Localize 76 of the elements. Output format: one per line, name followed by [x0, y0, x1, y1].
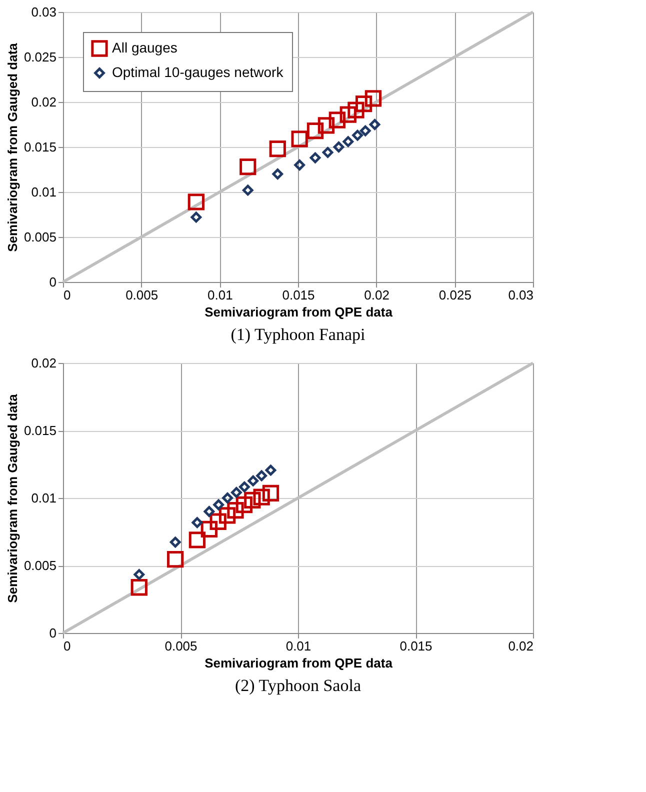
point [256, 470, 268, 482]
y-tick-label: 0.025 [24, 50, 56, 64]
x-tick-label: 0 [64, 288, 71, 302]
point [272, 168, 284, 180]
point [355, 95, 372, 112]
point [262, 484, 280, 502]
y-tick-label: 0 [49, 274, 56, 290]
text: (2) Typhoon Saola [235, 676, 362, 695]
y-tick-label: 0.02 [31, 356, 56, 370]
point [213, 499, 224, 510]
point [333, 142, 344, 152]
point [253, 488, 270, 506]
point [306, 122, 324, 140]
text: (1) Typhoon Fanapi [230, 325, 366, 344]
point [328, 112, 346, 128]
y-tick-label: 0.005 [24, 558, 56, 573]
legend-label: All gauges [112, 40, 178, 56]
point [342, 136, 354, 148]
point [190, 212, 202, 223]
point [204, 506, 215, 517]
point [348, 102, 364, 118]
point [294, 160, 305, 170]
point [340, 106, 356, 123]
x-tick-label: 0.01 [208, 288, 233, 302]
y-tick-label: 0.01 [31, 184, 56, 200]
point [248, 475, 259, 486]
y-tick-label: 0.02 [31, 94, 56, 110]
point [310, 152, 321, 164]
point [134, 569, 145, 580]
point [170, 536, 181, 548]
point [360, 125, 371, 136]
legend-label: Optimal 10-gauges network [112, 64, 284, 80]
point [230, 487, 242, 498]
x-tick-label: 0.015 [400, 638, 432, 654]
point [322, 146, 334, 158]
y-tick-label: 0.01 [31, 490, 56, 506]
point [218, 507, 236, 524]
y-tick-label: 0.03 [31, 4, 56, 20]
point [188, 532, 206, 548]
y-tick-label: 0.015 [24, 423, 56, 438]
x-tick-label: 0.01 [286, 638, 312, 654]
x-tick-label: 0.015 [282, 288, 315, 302]
point [200, 520, 218, 538]
point [210, 513, 226, 530]
x-axis-title: Semivariogram from QPE data [204, 304, 394, 320]
x-tick-label: 0.02 [508, 638, 534, 654]
point [242, 184, 254, 196]
y-tick-label: 0 [49, 626, 56, 640]
point [222, 492, 233, 504]
x-tick-label: 0.025 [438, 288, 472, 302]
point [291, 130, 308, 148]
point [369, 119, 380, 130]
point [236, 496, 253, 514]
point [130, 579, 148, 596]
x-tick-label: 0.005 [164, 638, 198, 654]
x-tick-label: 0.02 [364, 288, 390, 302]
point [352, 130, 363, 141]
y-axis-title: Semivariogram from Gauged data [4, 42, 20, 252]
point [244, 492, 261, 508]
x-tick-label: 0 [64, 638, 71, 654]
point [269, 140, 286, 158]
point [318, 117, 335, 134]
x-tick-label: 0.005 [126, 288, 158, 302]
point [188, 194, 204, 210]
point [167, 550, 184, 568]
y-axis-title: Semivariogram from Gauged data [4, 393, 20, 603]
point [238, 481, 250, 492]
x-axis-title: Semivariogram from QPE data [204, 656, 394, 670]
point [192, 517, 203, 528]
point [240, 158, 256, 176]
x-tick-label: 0.03 [508, 288, 534, 302]
point [265, 464, 276, 476]
y-tick-label: 0.015 [24, 140, 56, 154]
y-tick-label: 0.005 [24, 230, 56, 244]
point [227, 502, 244, 519]
point [364, 90, 382, 107]
